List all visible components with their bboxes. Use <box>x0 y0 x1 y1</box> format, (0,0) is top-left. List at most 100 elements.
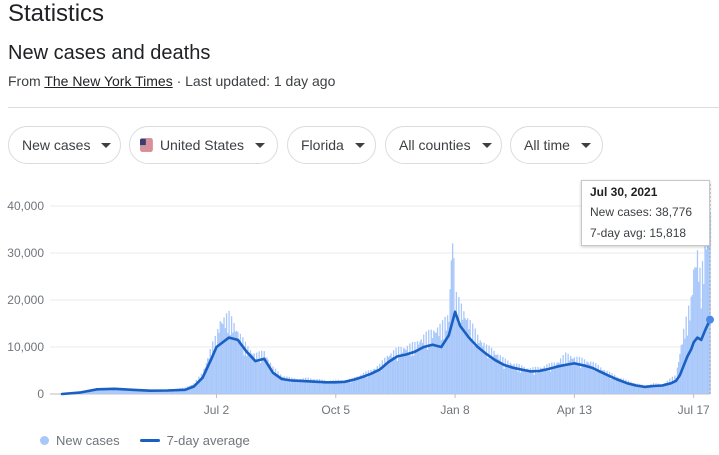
new-cases-bar <box>318 378 321 394</box>
new-cases-bar <box>235 330 238 394</box>
new-cases-bar <box>416 341 419 394</box>
new-cases-bar <box>621 380 623 394</box>
new-cases-bar <box>446 315 449 394</box>
new-cases-bar <box>112 387 115 394</box>
new-cases-bar <box>424 345 426 394</box>
new-cases-bar <box>649 384 651 394</box>
new-cases-bar <box>286 376 288 394</box>
new-cases-bar <box>195 379 198 394</box>
hover-point <box>706 315 714 324</box>
new-cases-bar <box>274 368 277 394</box>
new-cases-bar <box>656 386 658 394</box>
new-cases-bar <box>593 370 596 394</box>
new-cases-bar <box>99 388 101 394</box>
new-cases-bar <box>630 381 632 394</box>
chevron-down-icon <box>255 142 265 148</box>
cases-chart[interactable]: 0 10,000 20,000 30,000 40,000 Jul 2 Oct 5 Jan 8… <box>0 176 719 426</box>
new-cases-bar <box>279 374 282 394</box>
new-cases-bar <box>562 355 564 394</box>
new-cases-bar <box>178 389 180 394</box>
country-dropdown-label: United States <box>159 137 244 153</box>
new-cases-bar <box>366 377 368 394</box>
new-cases-bar <box>348 378 351 394</box>
new-cases-bar <box>473 345 475 394</box>
new-cases-bar <box>185 388 188 394</box>
chevron-down-icon <box>354 142 365 148</box>
new-cases-bar <box>551 362 553 394</box>
new-cases-bar <box>591 367 593 394</box>
new-cases-bar <box>546 364 548 394</box>
new-cases-bar <box>247 346 249 394</box>
new-cases-bar <box>588 364 591 394</box>
new-cases-bar <box>492 356 494 394</box>
new-cases-bar <box>232 332 234 394</box>
new-cases-bar <box>209 349 211 394</box>
new-cases-bar <box>709 211 711 394</box>
new-cases-bar <box>708 215 710 394</box>
new-cases-bar <box>384 357 386 394</box>
new-cases-bar <box>453 258 455 394</box>
new-cases-bar <box>688 305 690 394</box>
new-cases-bar <box>283 376 285 394</box>
new-cases-bar <box>230 316 233 394</box>
new-cases-bar <box>317 382 319 394</box>
source-suffix: · Last updated: 1 day ago <box>172 73 336 89</box>
new-cases-bar <box>267 359 269 394</box>
new-cases-bar <box>429 344 431 394</box>
chart-legend: New cases 7-day average <box>40 433 250 448</box>
new-cases-bar <box>322 382 324 394</box>
new-cases-bar <box>203 368 205 394</box>
new-cases-bar <box>335 379 337 394</box>
state-dropdown[interactable]: Florida <box>287 126 376 164</box>
new-cases-bar <box>293 378 296 394</box>
new-cases-bar <box>592 361 594 394</box>
new-cases-bar <box>561 363 563 394</box>
new-cases-bar <box>277 371 279 394</box>
new-cases-bar <box>199 379 201 394</box>
new-cases-bar <box>559 358 562 394</box>
new-cases-bar <box>390 353 392 394</box>
new-cases-bar <box>646 384 648 394</box>
new-cases-bar <box>400 346 402 394</box>
new-cases-bar <box>119 388 121 394</box>
new-cases-bar <box>493 350 495 394</box>
new-cases-bar <box>328 381 331 394</box>
new-cases-bar <box>544 369 547 394</box>
new-cases-bar <box>248 354 250 394</box>
country-dropdown[interactable]: United States <box>129 126 278 164</box>
new-cases-bar <box>163 389 165 394</box>
new-cases-bar <box>567 353 569 394</box>
time-range-dropdown[interactable]: All time <box>510 126 603 164</box>
new-cases-bar <box>583 359 586 394</box>
new-cases-bar <box>494 354 496 394</box>
new-cases-bar <box>110 387 112 394</box>
new-cases-bar <box>233 323 235 394</box>
new-cases-bar <box>273 374 275 394</box>
new-cases-bar <box>641 384 643 394</box>
new-cases-bar <box>527 368 529 394</box>
new-cases-bar <box>327 381 329 394</box>
new-cases-bar <box>94 389 96 394</box>
new-cases-bar <box>438 336 440 394</box>
new-cases-bar <box>166 390 169 394</box>
time-range-dropdown-label: All time <box>524 137 570 153</box>
new-cases-bar <box>397 346 400 394</box>
new-cases-bar <box>440 340 442 394</box>
new-cases-bar <box>125 389 127 394</box>
new-cases-bar <box>431 338 434 394</box>
metric-dropdown[interactable]: New cases <box>8 126 121 164</box>
new-cases-bar <box>616 376 618 394</box>
new-cases-bar <box>686 335 689 394</box>
new-cases-bar <box>660 384 662 394</box>
new-cases-bar <box>659 385 661 394</box>
new-cases-bar <box>441 320 444 394</box>
new-cases-bar <box>597 365 599 394</box>
section-title: New cases and deaths <box>8 42 211 64</box>
source-link[interactable]: The New York Times <box>44 73 173 89</box>
new-cases-bar <box>662 383 665 394</box>
average-legend-label: 7-day average <box>166 433 250 448</box>
new-cases-bar <box>160 390 162 394</box>
new-cases-bar <box>693 269 695 394</box>
new-cases-bar <box>428 329 430 394</box>
county-dropdown[interactable]: All counties <box>385 126 502 164</box>
